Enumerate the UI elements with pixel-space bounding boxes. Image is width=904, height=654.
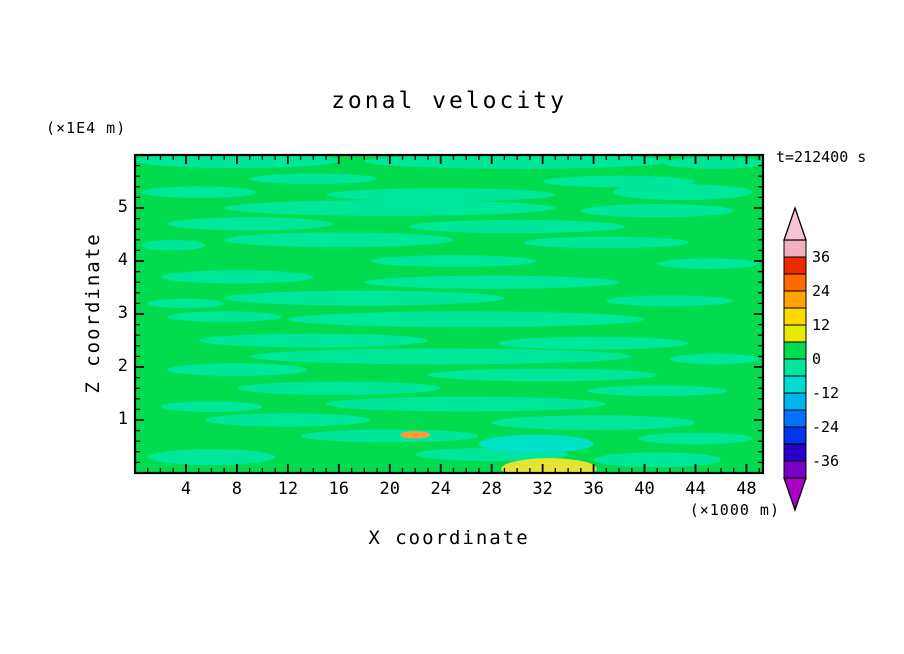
colorbar-tick-label: 0 xyxy=(812,350,822,368)
chart-title: zonal velocity xyxy=(331,88,567,114)
colorbar-tick-label: 24 xyxy=(812,282,831,300)
z-tick-label: 1 xyxy=(117,409,128,429)
z-axis-unit-label: (×1E4 m) xyxy=(46,119,127,137)
x-tick-label: 20 xyxy=(379,479,401,499)
x-tick-label: 8 xyxy=(231,479,243,499)
z-tick-label: 2 xyxy=(117,356,128,376)
colorbar-tick-label: -24 xyxy=(812,418,840,436)
x-axis-title: X coordinate xyxy=(368,527,530,549)
colorbar-tick-label: 36 xyxy=(812,248,831,266)
z-tick-label: 5 xyxy=(117,197,128,217)
x-tick-label: 32 xyxy=(532,479,553,499)
z-tick-label: 3 xyxy=(117,303,128,323)
colorbar-tick-label: -36 xyxy=(812,452,840,470)
x-tick-label: 40 xyxy=(634,479,655,499)
colorbar-tick-label: 12 xyxy=(812,316,831,334)
x-tick-label: 48 xyxy=(736,479,757,499)
z-tick-label: 4 xyxy=(117,250,128,270)
x-tick-label: 44 xyxy=(685,479,706,499)
x-tick-label: 4 xyxy=(180,479,192,499)
colorbar-tick-label: -12 xyxy=(812,384,840,402)
x-axis-unit-label: (×1000 m) xyxy=(689,501,780,519)
timestamp-label: t=212400 s xyxy=(776,148,867,166)
x-tick-label: 24 xyxy=(430,479,451,499)
x-tick-label: 16 xyxy=(328,479,350,499)
x-tick-label: 12 xyxy=(277,479,299,499)
x-tick-label: 28 xyxy=(481,479,502,499)
x-tick-label: 36 xyxy=(583,479,604,499)
